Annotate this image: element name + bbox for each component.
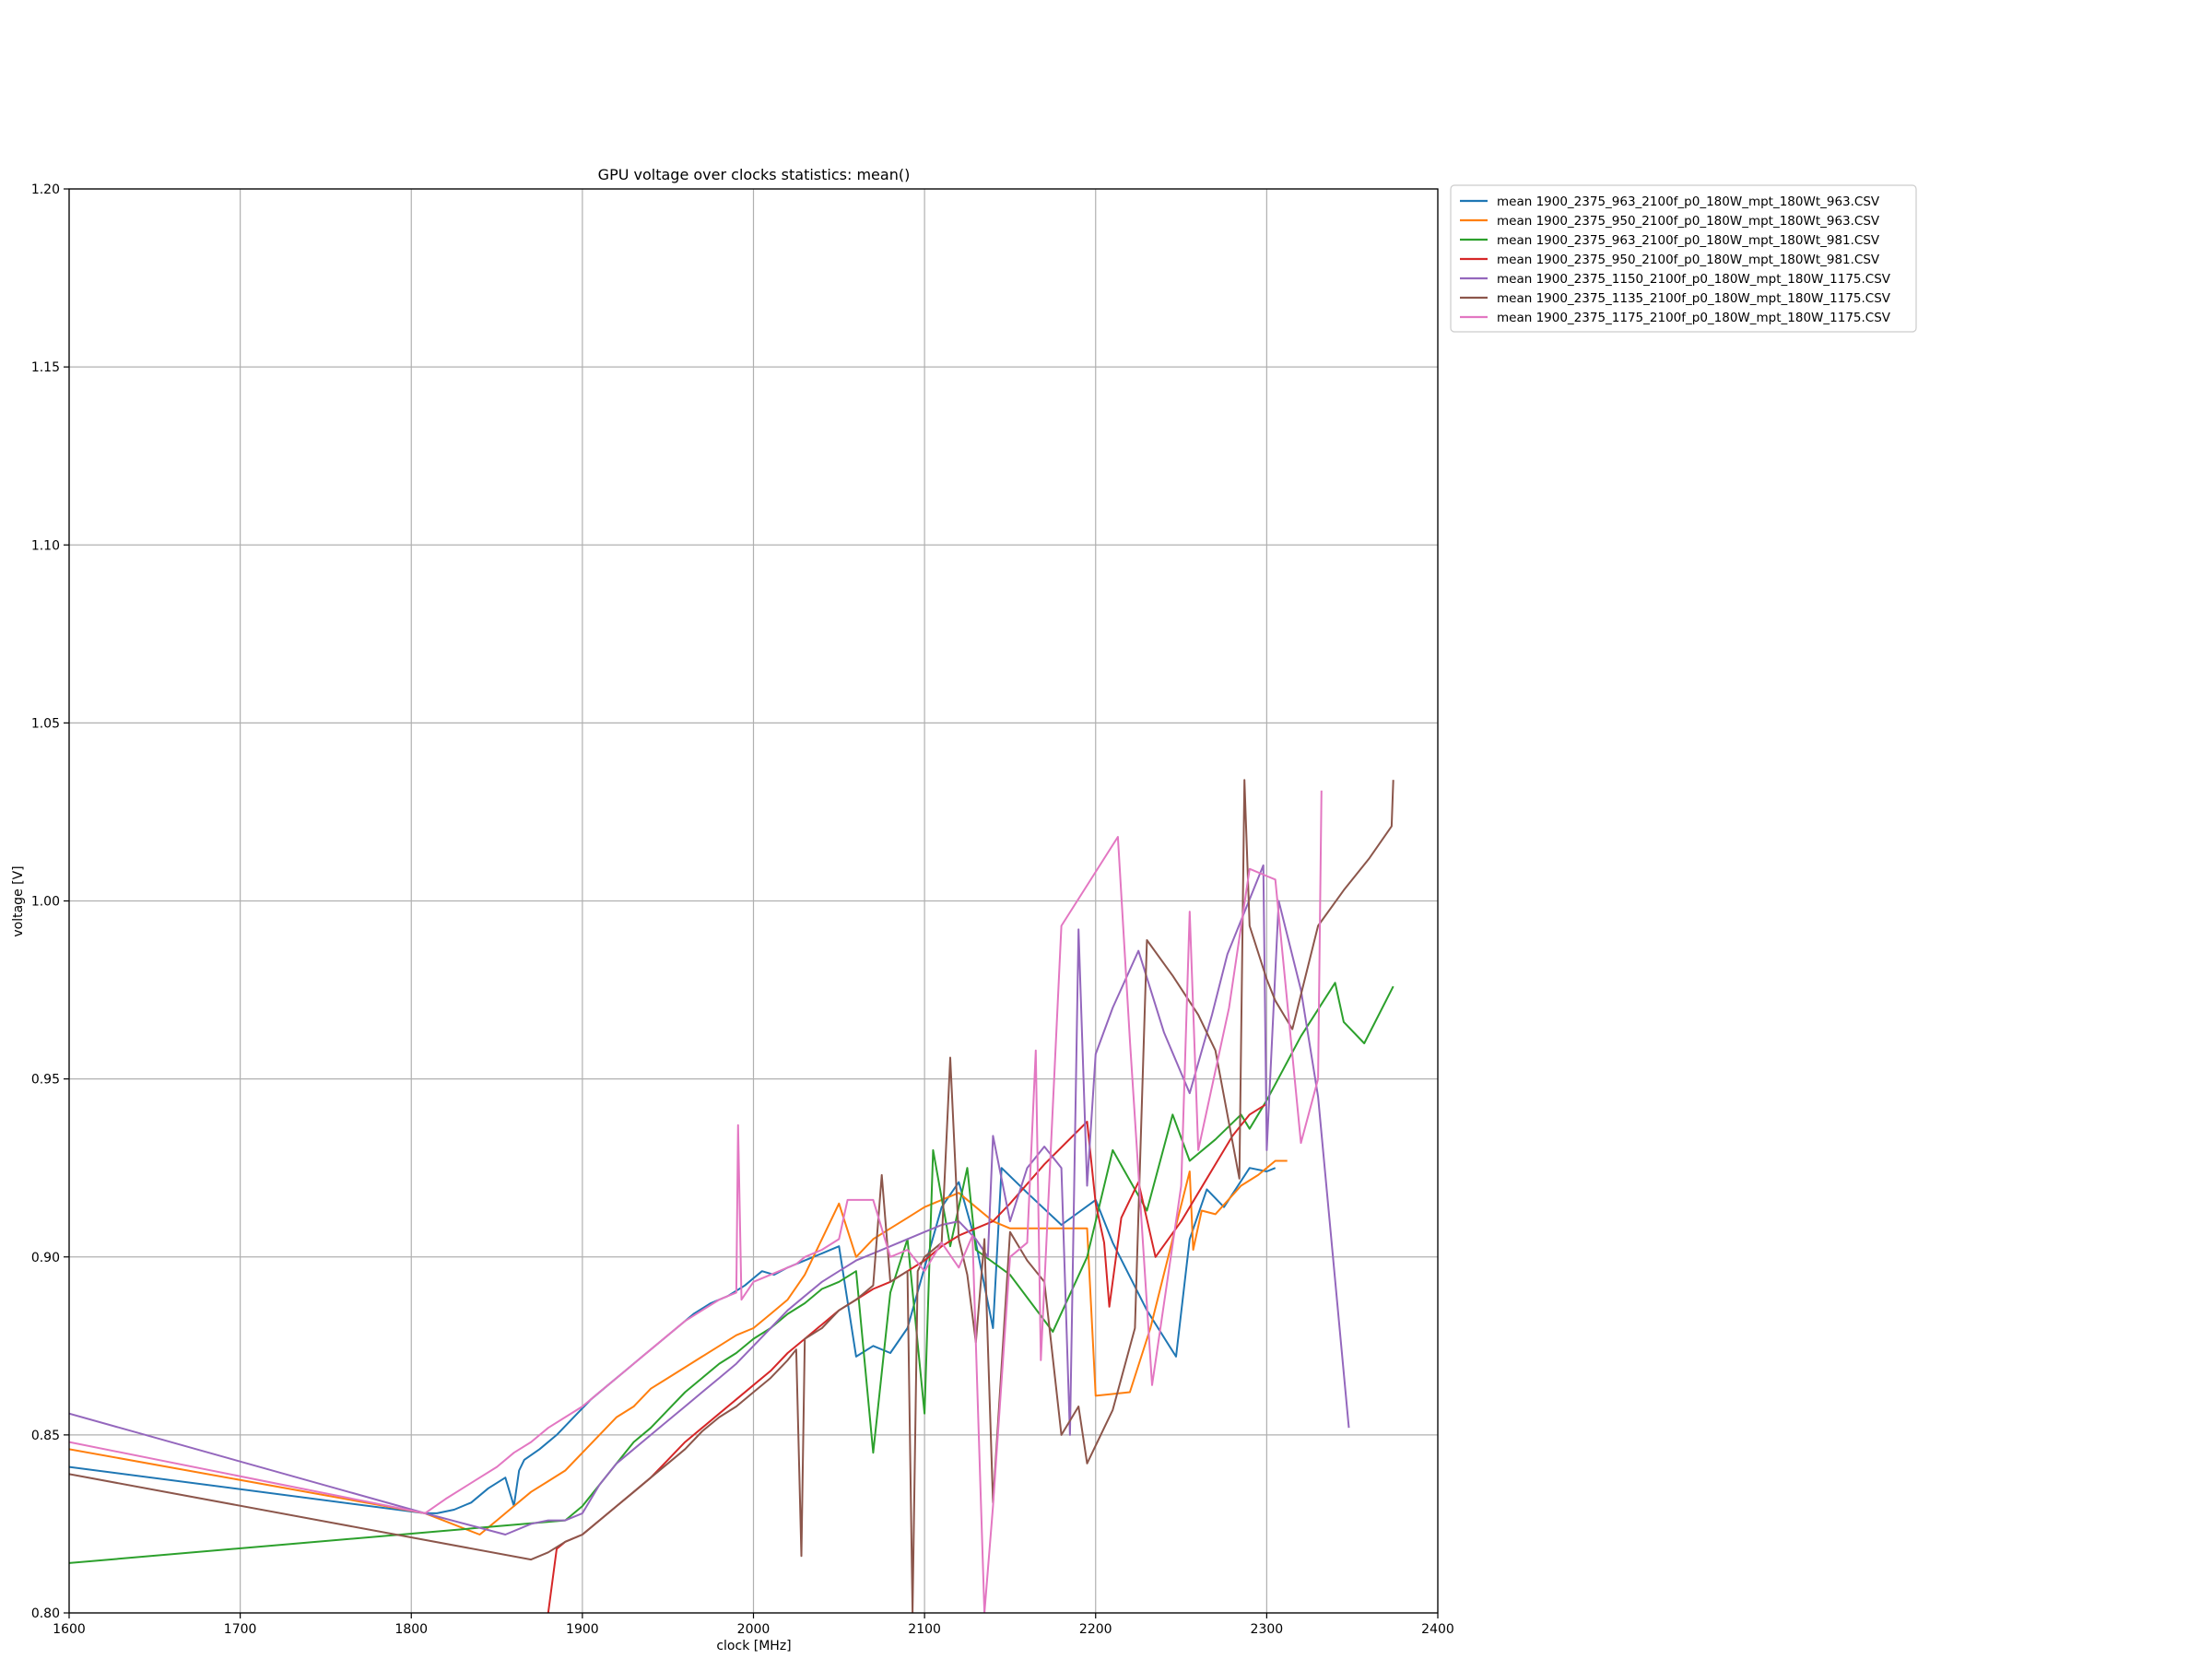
x-tick-label: 1800 xyxy=(394,1622,428,1637)
x-tick-label: 2100 xyxy=(908,1622,941,1637)
y-tick-label: 1.05 xyxy=(31,716,60,731)
legend-box xyxy=(1450,184,1917,333)
chart-title: GPU voltage over clocks statistics: mean… xyxy=(598,166,911,183)
legend-label: mean 1900_2375_963_2100f_p0_180W_mpt_180… xyxy=(1497,233,1880,248)
x-tick-label: 2400 xyxy=(1421,1622,1454,1637)
y-axis-label: voltage [V] xyxy=(11,865,26,936)
x-axis-label: clock [MHz] xyxy=(716,1639,791,1653)
legend-label: mean 1900_2375_1175_2100f_p0_180W_mpt_18… xyxy=(1497,311,1891,325)
y-tick-label: 0.95 xyxy=(31,1073,60,1088)
x-tick-label: 2000 xyxy=(737,1622,771,1637)
y-tick-label: 1.15 xyxy=(31,360,60,375)
y-tick-label: 1.10 xyxy=(31,538,60,553)
x-tick-label: 2300 xyxy=(1251,1622,1284,1637)
legend-label: mean 1900_2375_963_2100f_p0_180W_mpt_180… xyxy=(1497,194,1880,209)
x-tick-label: 2200 xyxy=(1079,1622,1112,1637)
series-layer xyxy=(69,779,1394,1613)
series-line-5 xyxy=(69,864,1350,1535)
legend-label: mean 1900_2375_950_2100f_p0_180W_mpt_180… xyxy=(1497,214,1880,229)
series-line-6 xyxy=(69,779,1394,1613)
legend: mean 1900_2375_963_2100f_p0_180W_mpt_180… xyxy=(1450,184,1917,333)
series-line-7 xyxy=(69,790,1323,1613)
y-tick-label: 0.80 xyxy=(31,1606,60,1621)
legend-label: mean 1900_2375_1150_2100f_p0_180W_mpt_18… xyxy=(1497,272,1891,287)
x-tick-label: 1900 xyxy=(566,1622,599,1637)
y-tick-label: 1.20 xyxy=(31,182,60,197)
x-tick-label: 1700 xyxy=(224,1622,257,1637)
legend-label: mean 1900_2375_1135_2100f_p0_180W_mpt_18… xyxy=(1497,291,1891,306)
y-tick-label: 1.00 xyxy=(31,895,60,910)
y-tick-label: 0.85 xyxy=(31,1429,60,1443)
legend-label: mean 1900_2375_950_2100f_p0_180W_mpt_180… xyxy=(1497,253,1880,267)
y-tick-label: 0.90 xyxy=(31,1251,60,1265)
ticks: 1600 1700 1800 1900 2000 2100 2200 2300 2400 0.80… xyxy=(31,182,1454,1637)
x-tick-label: 1600 xyxy=(53,1622,86,1637)
